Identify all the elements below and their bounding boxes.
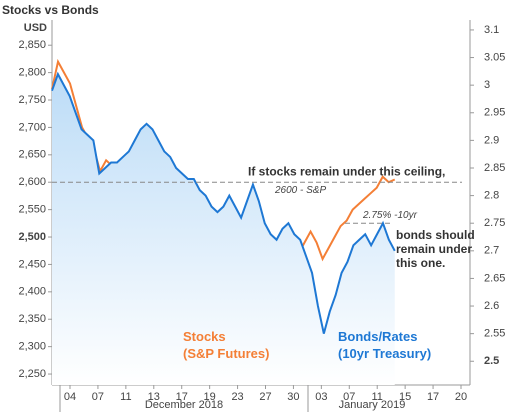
annotation-label: 2600 - S&P [274,185,326,196]
y-tick-label: 2,850 [18,39,46,51]
x-tick-label: 17 [176,391,188,403]
area [52,74,395,385]
y2-tick-label: 2.6 [484,300,499,312]
legend-line: (S&P Futures) [183,346,269,361]
y-tick-label: 2,700 [18,121,46,133]
x-tick-label: 07 [343,391,355,403]
x-tick-label: 03 [315,391,327,403]
y-tick-label: 2,500 [18,231,46,243]
y2-tick-label: 2.75 [484,217,505,229]
y-tick-label: 2,250 [18,368,46,380]
y-tick-label: 2,650 [18,149,46,161]
annotation-label: 2.75% -10yr [362,210,418,221]
y-tick-label: 2,450 [18,258,46,270]
y2-tick-label: 3.05 [484,51,505,63]
y2-tick-label: 3.1 [484,24,499,36]
x-tick-label: 27 [259,391,271,403]
x-group-label: January 2019 [339,399,406,411]
y2-tick-label: 2.9 [484,134,499,146]
y-tick-label: 2,600 [18,176,46,188]
legend-line: (10yr Treasury) [338,346,431,361]
y2-tick-label: 2.95 [484,107,505,119]
legend-line: Bonds/Rates [338,329,417,344]
series-line [51,71,396,334]
x-tick-label: 07 [92,391,104,403]
x-group-label: December 2018 [145,399,223,411]
legend-label: Bonds/Rates (10yr Treasury) [338,329,431,361]
x-tick-label: 13 [148,391,160,403]
y-tick-label: 2,800 [18,67,46,79]
y-tick-label: 2,400 [18,286,46,298]
y2-tick-label: 2.8 [484,190,499,202]
x-tick-label: 04 [64,391,76,403]
y2-tick-label: 2.5 [484,355,499,367]
legend-label: Stocks (S&P Futures) [183,329,269,361]
y2-tick-label: 2.65 [484,272,505,284]
y-axis-label: USD [24,22,47,34]
x-tick-label: 23 [231,391,243,403]
annotation: If stocks remain under this ceiling, [248,164,445,178]
x-tick-label: 11 [372,391,383,403]
y2-tick-label: 2.7 [484,245,499,257]
y-tick-label: 2,750 [18,94,46,106]
x-tick-label: 17 [427,391,439,403]
x-tick-label: 19 [204,391,216,403]
y-tick-label: 2,300 [18,341,46,353]
annotation: bonds should remain under this one. [396,228,475,270]
x-tick-label: 11 [120,391,131,403]
legend-line: Stocks [183,329,226,344]
annotation-line: this one. [396,256,445,270]
y2-tick-label: 3 [484,79,490,91]
y2-tick-label: 2.55 [484,328,505,340]
x-tick-label: 15 [399,391,411,403]
x-tick-label: 30 [287,391,299,403]
y-tick-label: 2,550 [18,204,46,216]
y-tick-label: 2,350 [18,313,46,325]
annotation-line: bonds should [396,228,475,242]
x-tick-label: 20 [455,391,467,403]
chart-title: Stocks vs Bonds [2,3,99,17]
annotation-line: remain under [396,242,472,256]
y2-tick-label: 2.85 [484,162,505,174]
